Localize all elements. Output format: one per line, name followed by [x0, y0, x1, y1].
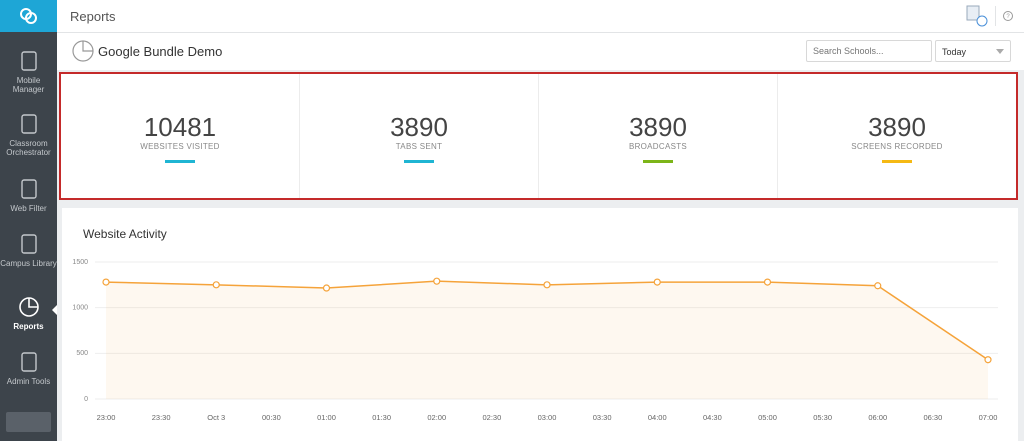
- stat-label: WEBSITES VISITED: [140, 142, 220, 151]
- icon-shape: [27, 298, 38, 308]
- stat-underline: [404, 160, 434, 163]
- x-tick-label: 05:30: [813, 413, 832, 422]
- point: [212, 281, 220, 289]
- nav-label: Classroom Orchestrator: [6, 139, 51, 157]
- collapse-button[interactable]: [6, 412, 51, 432]
- area: [106, 281, 988, 399]
- stat-label: SCREENS RECORDED: [851, 142, 943, 151]
- nav-icon: [20, 114, 37, 134]
- stat-value: 3890: [868, 112, 926, 142]
- nav-label: Web Filter: [10, 204, 47, 213]
- nav-icon: [18, 297, 39, 317]
- report-title: Google Bundle Demo: [98, 44, 223, 59]
- nav-label: Admin Tools: [6, 377, 51, 386]
- x-tick-label: 01:30: [372, 413, 391, 422]
- nav-icon: [20, 51, 37, 71]
- icon-shape: [20, 51, 37, 71]
- chart-title: Website Activity: [83, 227, 167, 241]
- chart-card: Website Activity 0 500 1000 1500 23:00 23:30 O…: [62, 208, 1018, 441]
- logo-icon: [20, 8, 37, 24]
- stat-underline: [165, 160, 195, 163]
- divider: [995, 6, 996, 26]
- logo[interactable]: [0, 0, 57, 32]
- x-tick-label: 03:30: [593, 413, 612, 422]
- point: [984, 356, 992, 364]
- nav-label: Mobile Manager: [12, 76, 45, 94]
- nav-item[interactable]: Mobile Manager: [0, 50, 57, 94]
- dropdown-arrow: [996, 49, 1004, 54]
- stat-tile: 3890 TABS SENT: [300, 74, 539, 198]
- stat-value: 3890: [629, 112, 687, 142]
- top-bar: Reports ?: [57, 0, 1024, 33]
- x-tick-label: 23:00: [97, 413, 116, 422]
- x-tick-label: 03:00: [538, 413, 557, 422]
- icon-shape: [20, 234, 37, 254]
- sidebar: Mobile Manager Classroom Orchestrator Web …: [0, 0, 57, 441]
- y-tick-label: 500: [76, 350, 88, 357]
- point: [322, 284, 331, 292]
- stat-tile: 3890 SCREENS RECORDED: [778, 74, 1016, 198]
- report-header: Google Bundle Demo Today: [57, 33, 1024, 70]
- nav-item[interactable]: Classroom Orchestrator: [0, 113, 57, 157]
- stat-label: TABS SENT: [395, 142, 443, 151]
- x-tick-label: 23:30: [152, 413, 171, 422]
- stats-panel: 10481 WEBSITES VISITED 3890 TABS SENT 3890 BR…: [59, 72, 1018, 200]
- x-tick-label: 04:30: [703, 413, 722, 422]
- stat-tile: 10481 WEBSITES VISITED: [61, 74, 300, 198]
- stat-value: 10481: [143, 112, 217, 142]
- y-tick-label: 0: [84, 396, 88, 403]
- point: [433, 277, 441, 285]
- stat-value: 3890: [390, 112, 448, 142]
- x-tick-label: 02:00: [427, 413, 446, 422]
- x-tick-label: 04:00: [648, 413, 667, 422]
- icon-shape: [20, 352, 37, 372]
- x-tick-label: Oct 3: [207, 413, 225, 422]
- date-select[interactable]: Today: [935, 40, 1011, 62]
- nav-item[interactable]: Campus Library: [0, 233, 57, 268]
- point: [763, 278, 772, 286]
- nav-item[interactable]: Reports: [0, 296, 57, 331]
- stat-tile: 3890 BROADCASTS: [539, 74, 778, 198]
- page-title: Reports: [70, 9, 116, 24]
- point: [874, 282, 882, 290]
- stat-label: BROADCASTS: [628, 142, 688, 151]
- stat-underline: [882, 160, 912, 163]
- search-input[interactable]: [806, 40, 932, 62]
- nav-item[interactable]: Admin Tools: [0, 351, 57, 386]
- date-select-value: Today: [942, 47, 967, 57]
- icon-shape: [20, 114, 37, 134]
- x-tick-label: 07:00: [979, 413, 998, 422]
- avatar[interactable]: [966, 5, 988, 27]
- point: [653, 278, 661, 286]
- point: [543, 281, 551, 289]
- x-tick-label: 00:30: [262, 413, 281, 422]
- nav-label: Reports: [13, 322, 44, 331]
- nav-item[interactable]: Web Filter: [0, 178, 57, 213]
- y-tick-label: 1000: [72, 305, 88, 312]
- chart: 0 500 1000 1500 23:00 23:30 Oct 3 00:30 01:00 01:…: [72, 259, 998, 422]
- nav-icon: [20, 352, 37, 372]
- svg-text:?: ?: [1006, 14, 1010, 20]
- point: [102, 278, 110, 286]
- icon-shape: [20, 179, 37, 199]
- nav-label: Campus Library: [0, 259, 57, 268]
- nav-icon: [20, 179, 37, 199]
- report-icon: [72, 40, 94, 62]
- nav-icon: [20, 234, 37, 254]
- y-tick-label: 1500: [72, 259, 88, 266]
- x-tick-label: 02:30: [482, 413, 501, 422]
- stat-underline: [643, 160, 673, 163]
- x-tick-label: 06:00: [868, 413, 887, 422]
- x-tick-label: 01:00: [317, 413, 336, 422]
- help-icon[interactable]: ?: [1002, 10, 1014, 22]
- x-tick-label: 05:00: [758, 413, 777, 422]
- x-tick-label: 06:30: [923, 413, 942, 422]
